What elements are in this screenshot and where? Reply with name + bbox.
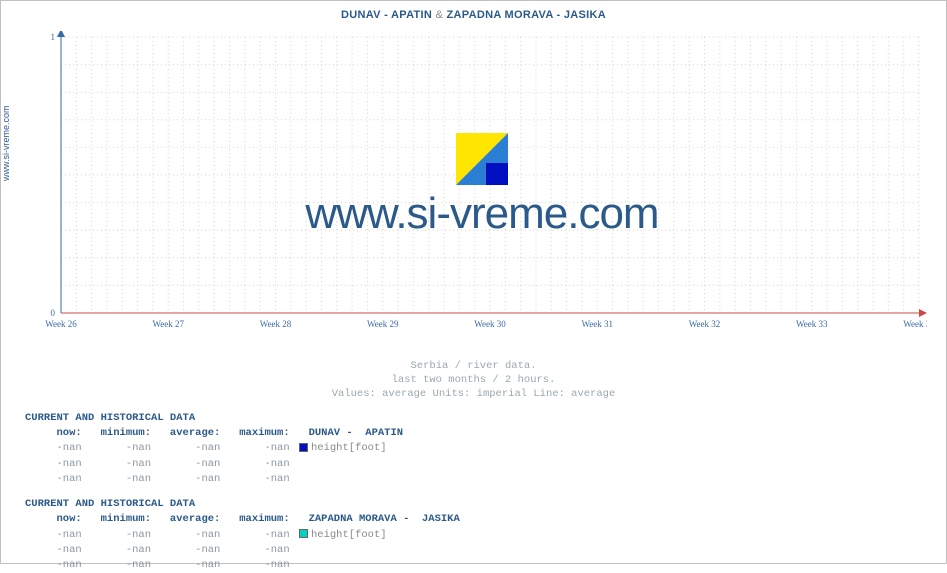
chart-area: 0 1 Week 26 Week 27 Week 28 Week 29 Week 30 Wee… — [37, 31, 927, 341]
table-row: -nan -nan -nan -nan height[foot] — [25, 441, 460, 456]
title-part-2: ZAPADNA MORAVA - JASIKA — [447, 9, 606, 21]
table-row: -nan -nan -nan -nan — [25, 472, 460, 487]
svg-text:Week 31: Week 31 — [581, 319, 613, 329]
svg-text:Week 28: Week 28 — [260, 319, 292, 329]
svg-text:Week 29: Week 29 — [367, 319, 399, 329]
svg-text:Week 30: Week 30 — [474, 319, 506, 329]
legend-swatch-icon — [299, 443, 308, 452]
svg-text:Week 27: Week 27 — [152, 319, 184, 329]
title-part-1: DUNAV - APATIN — [341, 9, 432, 21]
data-tables: CURRENT AND HISTORICAL DATA now: minimum… — [25, 411, 460, 573]
svg-text:Week 34: Week 34 — [903, 319, 927, 329]
subtitle-line-2: last two months / 2 hours. — [1, 373, 946, 387]
svg-text:Week 26: Week 26 — [45, 319, 77, 329]
svg-text:Week 33: Week 33 — [796, 319, 828, 329]
svg-text:Week 32: Week 32 — [689, 319, 721, 329]
table-title: CURRENT AND HISTORICAL DATA — [25, 411, 460, 426]
subtitle-line-1: Serbia / river data. — [1, 359, 946, 373]
table-title: CURRENT AND HISTORICAL DATA — [25, 497, 460, 512]
subtitle-line-3: Values: average Units: imperial Line: av… — [1, 387, 946, 401]
table-header-row: now: minimum: average: maximum: DUNAV - … — [25, 426, 460, 441]
table-row: -nan -nan -nan -nan — [25, 457, 460, 472]
svg-text:0: 0 — [51, 308, 56, 318]
svg-text:1: 1 — [51, 32, 56, 42]
chart-svg: 0 1 Week 26 Week 27 Week 28 Week 29 Week 30 Wee… — [37, 31, 927, 341]
page-container: www.si-vreme.com DUNAV - APATIN & ZAPADN… — [0, 0, 947, 564]
legend-swatch-icon — [299, 529, 308, 538]
side-url-label: www.si-vreme.com — [1, 105, 11, 181]
chart-subtitles: Serbia / river data. last two months / 2… — [1, 359, 946, 402]
table-header-row: now: minimum: average: maximum: ZAPADNA … — [25, 512, 460, 527]
title-amp: & — [436, 9, 444, 21]
table-row: -nan -nan -nan -nan height[foot] — [25, 528, 460, 543]
chart-title: DUNAV - APATIN & ZAPADNA MORAVA - JASIKA — [1, 9, 946, 21]
table-row: -nan -nan -nan -nan — [25, 543, 460, 558]
table-row: -nan -nan -nan -nan — [25, 558, 460, 573]
